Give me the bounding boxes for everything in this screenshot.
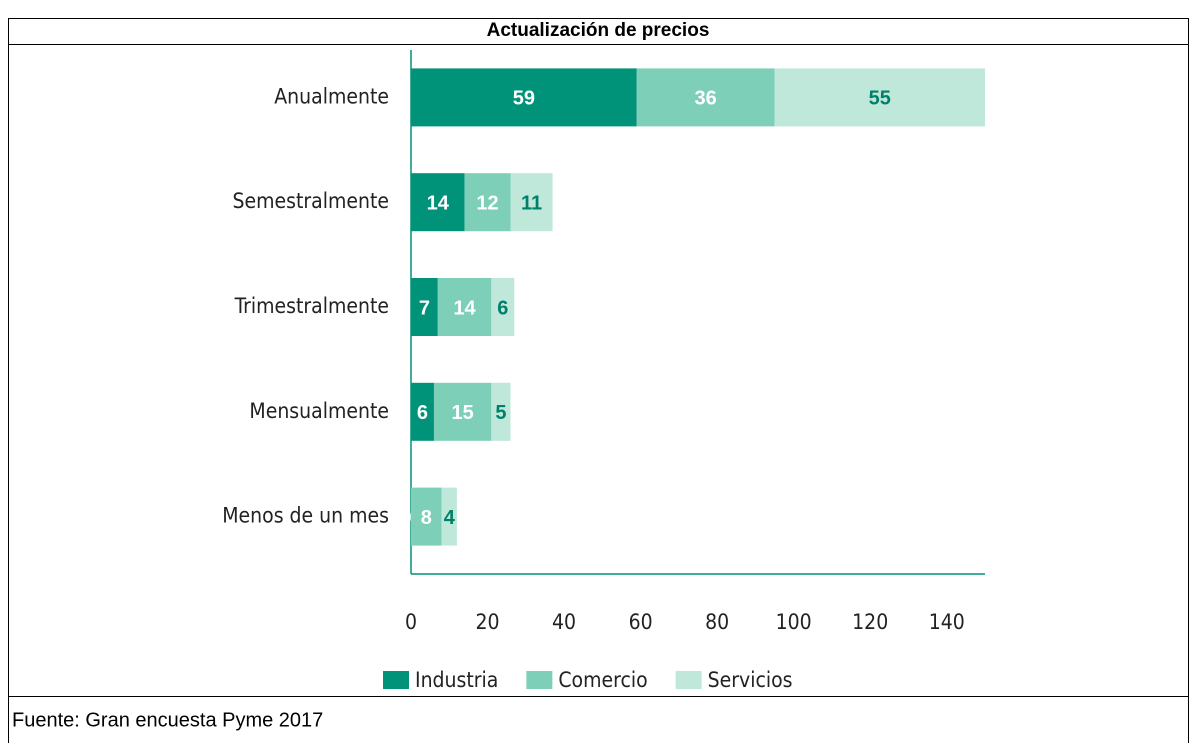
x-tick-label: 0 — [405, 610, 417, 634]
data-label: 36 — [695, 88, 717, 110]
x-tick-label: 80 — [705, 610, 729, 634]
y-tick-label: Anualmente — [274, 84, 389, 108]
data-label: 55 — [869, 88, 891, 110]
data-label: 59 — [513, 88, 535, 110]
x-tick-label: 140 — [929, 610, 965, 634]
data-label: 6 — [417, 402, 428, 424]
chart-title: Actualización de precios — [487, 20, 710, 41]
legend-label: Servicios — [708, 668, 793, 692]
legend-label: Industria — [415, 668, 498, 692]
y-tick-label: Semestralmente — [232, 189, 389, 213]
bar-segment — [491, 382, 511, 441]
bar-segment — [411, 278, 438, 336]
table-border — [8, 18, 1189, 743]
bar-segment — [774, 68, 985, 127]
bar-segment — [491, 278, 515, 336]
data-label: 15 — [452, 402, 474, 424]
legend-swatch — [526, 671, 553, 689]
source-note: Fuente: Gran encuesta Pyme 2017 — [12, 709, 323, 731]
x-tick-label: 20 — [476, 610, 500, 634]
bar-segment — [464, 173, 511, 232]
data-label: 14 — [427, 192, 450, 214]
y-tick-label: Mensualmente — [249, 399, 389, 423]
bar-segment — [433, 382, 492, 441]
bar-segment — [441, 487, 457, 546]
data-label: 12 — [476, 192, 498, 214]
bar-segment — [411, 382, 434, 441]
data-label: 4 — [444, 507, 456, 529]
bar-segment — [636, 68, 775, 127]
bar-segment — [411, 173, 465, 232]
x-tick-label: 60 — [629, 610, 653, 634]
x-tick-label: 100 — [776, 610, 812, 634]
data-label: 5 — [495, 402, 506, 424]
bar-segment — [411, 487, 442, 546]
bar-segment — [411, 68, 637, 127]
legend-swatch — [675, 671, 702, 689]
y-tick-label: Trimestralmente — [234, 294, 389, 318]
data-label: 6 — [497, 297, 508, 319]
data-label: 8 — [421, 507, 432, 529]
data-label: 14 — [453, 297, 476, 319]
x-tick-label: 120 — [852, 610, 888, 634]
bar-segment — [437, 278, 492, 336]
legend-swatch — [383, 671, 409, 689]
data-label: 7 — [419, 297, 430, 319]
x-tick-label: 40 — [552, 610, 576, 634]
bar-segment — [510, 173, 553, 232]
legend-label: Comercio — [558, 668, 647, 692]
y-tick-label: Menos de un mes — [222, 504, 389, 528]
data-label: 11 — [521, 192, 542, 214]
